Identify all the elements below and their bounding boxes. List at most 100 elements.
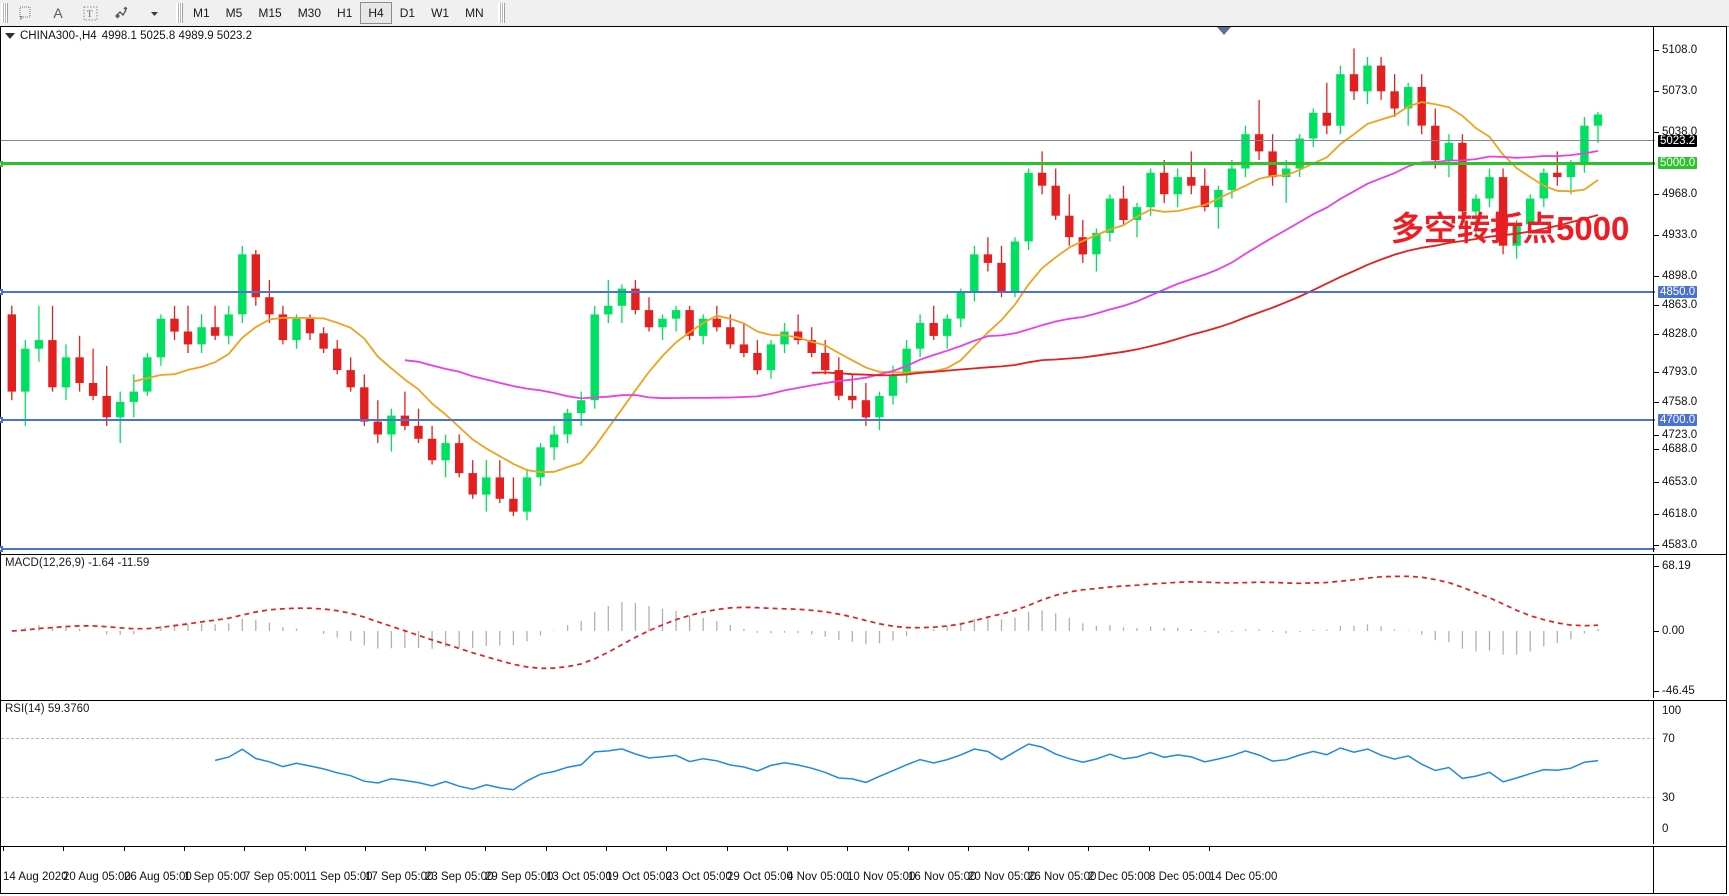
time-tick-mark-15 — [908, 847, 909, 851]
timeframe-m5[interactable]: M5 — [225, 6, 243, 20]
price-scale[interactable]: 5108.0 5073.0 5038.0 5023.2 5000.0 4968.… — [1653, 27, 1726, 552]
price-tick-4828: 4828.0 — [1662, 328, 1698, 340]
macd-tick-top: 68.19 — [1662, 560, 1691, 572]
time-tick-mark-19 — [1149, 847, 1150, 851]
time-tick-18: 2 Dec 05:00 — [1088, 871, 1151, 883]
price-pane[interactable]: CHINA300-,H4 4998.1 5025.8 4989.9 5023.2 — [0, 27, 1726, 552]
timeframe-m15[interactable]: M15 — [258, 6, 282, 20]
time-tick-mark-13 — [787, 847, 788, 851]
timeframe-mn[interactable]: MN — [465, 6, 484, 20]
price-plot-area[interactable] — [0, 27, 1655, 552]
price-tick-4898: 4898.0 — [1662, 270, 1698, 282]
macd-scale: 68.19 0.00 -46.45 — [1653, 555, 1726, 698]
objects-icon[interactable] — [106, 1, 138, 25]
macd-tick-zero: 0.00 — [1662, 625, 1685, 637]
price-tick-4793: 4793.0 — [1662, 366, 1698, 378]
time-tick-mark-6 — [365, 847, 366, 851]
time-tick-mark-1 — [63, 847, 64, 851]
rsi-pane[interactable]: RSI(14) 59.3760 100 70 30 0 — [1, 700, 1726, 845]
price-badge-4700[interactable]: 4700.0 — [1658, 414, 1698, 426]
price-tick-4583: 4583.0 — [1662, 539, 1698, 551]
level-line-4700[interactable] — [0, 417, 1655, 423]
timeframe-m30[interactable]: M30 — [297, 6, 322, 20]
rsi-label: RSI(14) 59.3760 — [5, 703, 90, 715]
time-tick-9: 13 Oct 05:00 — [546, 871, 612, 883]
time-tick-0: 14 Aug 2020 — [3, 871, 68, 883]
level-anchor-5000[interactable] — [0, 161, 3, 167]
rsi-plot-area[interactable] — [1, 701, 1655, 844]
price-tick-4723: 4723.0 — [1662, 429, 1698, 441]
time-tick-mark-3 — [184, 847, 185, 851]
level-anchor-4545[interactable] — [0, 546, 3, 552]
time-tick-mark-16 — [968, 847, 969, 851]
svg-text:T: T — [87, 9, 93, 19]
symbol-header[interactable]: CHINA300-,H4 4998.1 5025.8 4989.9 5023.2 — [5, 30, 252, 42]
time-tick-12: 29 Oct 05:00 — [727, 871, 793, 883]
price-badge-5000[interactable]: 5000.0 — [1658, 157, 1698, 169]
time-tick-mark-4 — [244, 847, 245, 851]
rsi-scale: 100 70 30 0 — [1653, 701, 1726, 844]
text-box-icon[interactable]: T — [74, 1, 106, 25]
macd-label: MACD(12,26,9) -1.64 -11.59 — [5, 557, 150, 569]
timeframe-w1[interactable]: W1 — [431, 6, 450, 20]
svg-text:F: F — [20, 16, 23, 21]
macd-plot-area[interactable] — [1, 555, 1655, 698]
toolbar-grip-1[interactable] — [1, 3, 8, 23]
toolbar-grip-3[interactable] — [497, 3, 505, 23]
level-anchor-4850[interactable] — [0, 289, 3, 295]
timeframe-h4[interactable]: H4 — [360, 2, 392, 24]
price-badge-4850[interactable]: 4850.0 — [1658, 286, 1698, 298]
time-axis[interactable]: 14 Aug 2020 20 Aug 05:00 26 Aug 05:00 1 Sep… — [1, 847, 1655, 893]
toolbar-grip-2[interactable] — [176, 3, 183, 23]
time-tick-16: 20 Nov 05:00 — [968, 871, 1037, 883]
level-anchor-4700[interactable] — [0, 417, 3, 423]
chart-annotation-text[interactable]: 多空转折点5000 — [1391, 210, 1630, 247]
level-line-4850[interactable] — [0, 289, 1655, 295]
rsi-tick-30: 30 — [1662, 792, 1675, 804]
price-tick-4863: 4863.0 — [1662, 299, 1698, 311]
price-tick-4688: 4688.0 — [1662, 443, 1698, 455]
time-tick-1: 20 Aug 05:00 — [63, 871, 131, 883]
time-tick-mark-0 — [3, 847, 4, 851]
price-tick-4653: 4653.0 — [1662, 476, 1698, 488]
time-tick-3: 1 Sep 05:00 — [184, 871, 247, 883]
time-tick-mark-9 — [546, 847, 547, 851]
time-tick-10: 19 Oct 05:00 — [606, 871, 672, 883]
price-tick-4618: 4618.0 — [1662, 508, 1698, 520]
time-tick-13: 4 Nov 05:00 — [787, 871, 850, 883]
macd-series — [11, 575, 1599, 670]
macd-tick-bottom: -46.45 — [1662, 685, 1695, 697]
rsi-level-70-line — [1, 738, 1655, 739]
level-line-4545[interactable] — [0, 546, 1655, 552]
time-tick-7: 23 Sep 05:00 — [425, 871, 494, 883]
time-tick-17: 26 Nov 05:00 — [1028, 871, 1097, 883]
price-tick-4758: 4758.0 — [1662, 396, 1698, 408]
timeframe-h1[interactable]: H1 — [337, 6, 353, 20]
time-tick-mark-8 — [485, 847, 486, 851]
price-tick-4968: 4968.0 — [1662, 188, 1698, 200]
bid-price-badge: 5023.2 — [1658, 135, 1698, 147]
time-tick-8: 29 Sep 05:00 — [485, 871, 554, 883]
candlestick-series[interactable] — [1, 27, 1655, 552]
rsi-tick-100: 100 — [1662, 705, 1682, 717]
chevron-down-icon[interactable] — [5, 33, 15, 39]
chevron-down-icon[interactable] — [138, 1, 170, 25]
toolbar: F A T M1 M5 M15 M30 H1 H4 D1 — [0, 0, 1729, 27]
time-axis-scale-corner — [1653, 847, 1726, 893]
timeframe-m1[interactable]: M1 — [193, 6, 210, 20]
level-line-5000[interactable] — [0, 161, 1655, 167]
chart-frame[interactable]: CHINA300-,H4 4998.1 5025.8 4989.9 5023.2 — [0, 26, 1727, 894]
macd-pane[interactable]: MACD(12,26,9) -1.64 -11.59 68.19 0.00 -4… — [1, 554, 1726, 699]
symbol-ohlc: 4998.1 5025.8 4989.9 5023.2 — [101, 30, 252, 42]
period-separator-marker — [1217, 27, 1231, 35]
timeframe-d1[interactable]: D1 — [399, 6, 416, 20]
rsi-series — [214, 743, 1599, 791]
time-tick-mark-7 — [425, 847, 426, 851]
time-axis-pane[interactable]: 14 Aug 2020 20 Aug 05:00 26 Aug 05:00 1 Sep… — [1, 846, 1726, 893]
time-tick-14: 10 Nov 05:00 — [847, 871, 916, 883]
text-label-icon[interactable]: A — [53, 5, 63, 21]
rsi-tick-0: 0 — [1662, 823, 1669, 835]
crosshair-icon[interactable]: F — [10, 1, 42, 25]
time-tick-mark-5 — [305, 847, 306, 851]
